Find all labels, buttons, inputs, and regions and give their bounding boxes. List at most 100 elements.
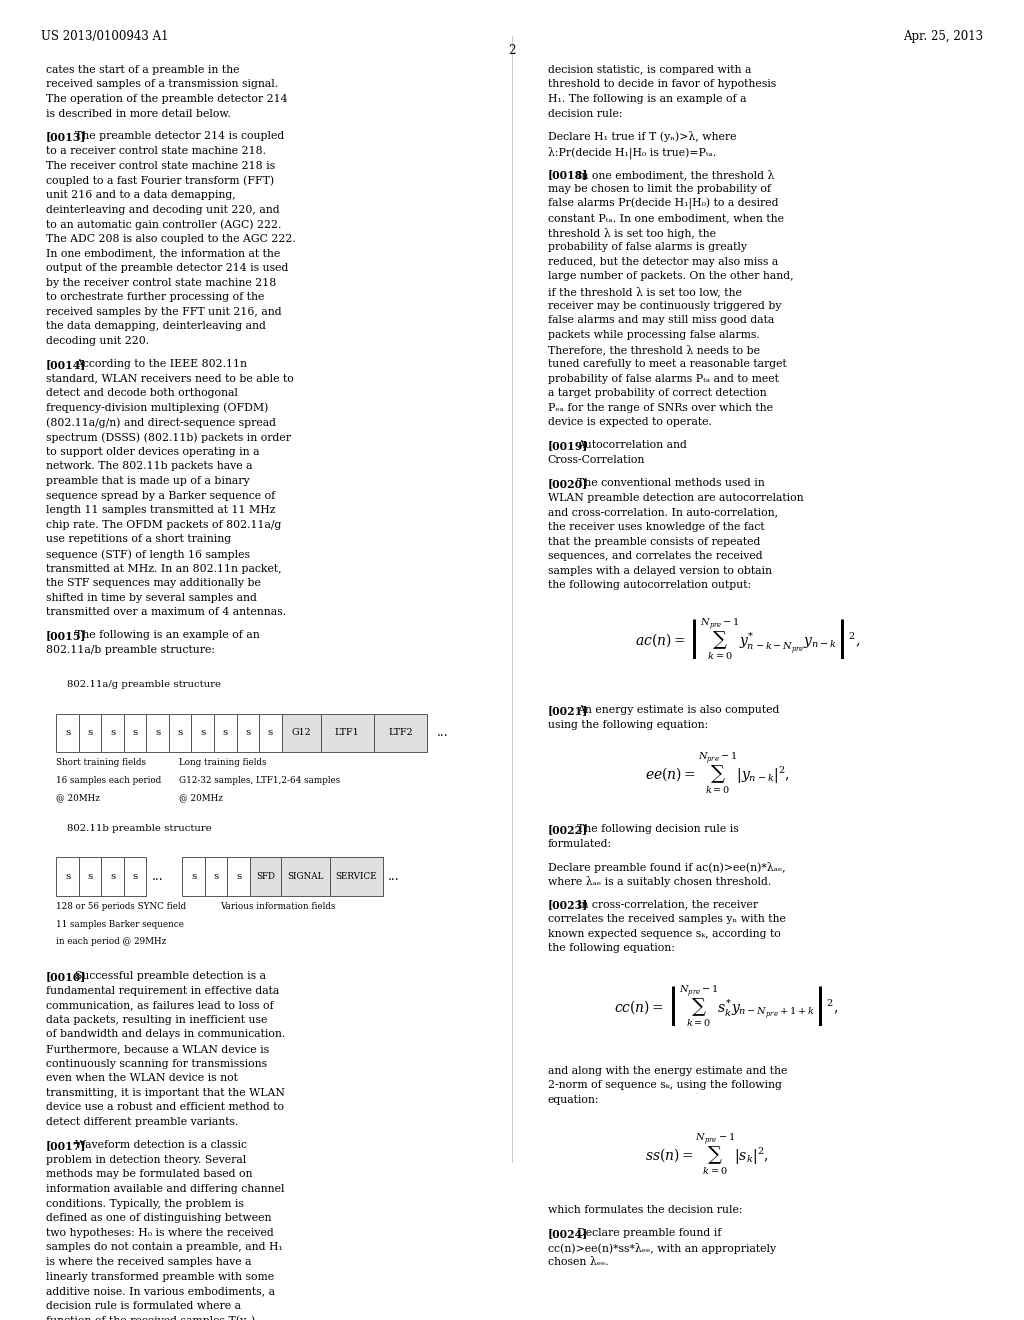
Text: samples do not contain a preamble, and H₁: samples do not contain a preamble, and H…	[46, 1242, 283, 1253]
Text: equation:: equation:	[548, 1094, 599, 1105]
Text: network. The 802.11b packets have a: network. The 802.11b packets have a	[46, 461, 253, 471]
Text: G12-32 samples, LTF1,2-64 samples: G12-32 samples, LTF1,2-64 samples	[179, 776, 340, 785]
Text: The receiver control state machine 218 is: The receiver control state machine 218 i…	[46, 161, 275, 170]
FancyBboxPatch shape	[214, 714, 237, 752]
Text: additive noise. In various embodiments, a: additive noise. In various embodiments, …	[46, 1286, 275, 1296]
Text: 2-norm of sequence sₖ, using the following: 2-norm of sequence sₖ, using the followi…	[548, 1080, 781, 1090]
Text: cates the start of a preamble in the: cates the start of a preamble in the	[46, 65, 240, 75]
FancyBboxPatch shape	[182, 857, 205, 895]
Text: threshold to decide in favor of hypothesis: threshold to decide in favor of hypothes…	[548, 79, 776, 90]
Text: s: s	[132, 873, 138, 880]
Text: that the preamble consists of repeated: that the preamble consists of repeated	[548, 536, 760, 546]
Text: @ 20MHz: @ 20MHz	[179, 793, 223, 803]
Text: sequence spread by a Barker sequence of: sequence spread by a Barker sequence of	[46, 491, 275, 500]
Text: frequency-division multiplexing (OFDM): frequency-division multiplexing (OFDM)	[46, 403, 268, 413]
Text: LTF1: LTF1	[335, 729, 359, 737]
Text: preamble that is made up of a binary: preamble that is made up of a binary	[46, 477, 250, 486]
Text: using the following equation:: using the following equation:	[548, 719, 708, 730]
Text: may be chosen to limit the probability of: may be chosen to limit the probability o…	[548, 183, 771, 194]
Text: In one embodiment, the threshold λ: In one embodiment, the threshold λ	[577, 169, 774, 180]
Text: spectrum (DSSS) (802.11b) packets in order: spectrum (DSSS) (802.11b) packets in ord…	[46, 432, 291, 442]
Text: In one embodiment, the information at the: In one embodiment, the information at th…	[46, 248, 281, 259]
Text: transmitted over a maximum of 4 antennas.: transmitted over a maximum of 4 antennas…	[46, 607, 286, 618]
Text: probability of false alarms Pₜₐ and to meet: probability of false alarms Pₜₐ and to m…	[548, 374, 778, 384]
Text: 802.11b preamble structure: 802.11b preamble structure	[67, 824, 211, 833]
Text: ...: ...	[388, 870, 399, 883]
Text: Successful preamble detection is a: Successful preamble detection is a	[75, 972, 266, 981]
FancyBboxPatch shape	[259, 714, 282, 752]
Text: packets while processing false alarms.: packets while processing false alarms.	[548, 330, 760, 339]
Text: and along with the energy estimate and the: and along with the energy estimate and t…	[548, 1065, 787, 1076]
Text: the STF sequences may additionally be: the STF sequences may additionally be	[46, 578, 261, 589]
Text: s: s	[190, 873, 197, 880]
FancyBboxPatch shape	[237, 714, 259, 752]
Text: [0014]: [0014]	[46, 359, 86, 370]
Text: The following is an example of an: The following is an example of an	[75, 631, 260, 640]
Text: to a receiver control state machine 218.: to a receiver control state machine 218.	[46, 147, 266, 156]
Text: $ee(n) = \sum_{k=0}^{N_{pre}-1} |y_{n-k}|^2,$: $ee(n) = \sum_{k=0}^{N_{pre}-1} |y_{n-k}…	[645, 750, 790, 796]
FancyBboxPatch shape	[281, 857, 330, 895]
Text: methods may be formulated based on: methods may be formulated based on	[46, 1170, 253, 1179]
Text: even when the WLAN device is not: even when the WLAN device is not	[46, 1073, 238, 1084]
Text: the following equation:: the following equation:	[548, 944, 675, 953]
Text: US 2013/0100943 A1: US 2013/0100943 A1	[41, 30, 169, 44]
Text: output of the preamble detector 214 is used: output of the preamble detector 214 is u…	[46, 263, 289, 273]
Text: transmitted at MHz. In an 802.11n packet,: transmitted at MHz. In an 802.11n packet…	[46, 564, 282, 574]
FancyBboxPatch shape	[374, 714, 427, 752]
Text: s: s	[132, 729, 138, 737]
Text: conditions. Typically, the problem is: conditions. Typically, the problem is	[46, 1199, 244, 1209]
Text: [0023]: [0023]	[548, 899, 588, 911]
Text: [0019]: [0019]	[548, 441, 588, 451]
Text: [0020]: [0020]	[548, 478, 588, 490]
Text: The ADC 208 is also coupled to the AGC 222.: The ADC 208 is also coupled to the AGC 2…	[46, 234, 296, 244]
Text: [0022]: [0022]	[548, 824, 588, 836]
Text: 802.11a/g preamble structure: 802.11a/g preamble structure	[67, 680, 220, 689]
Text: problem in detection theory. Several: problem in detection theory. Several	[46, 1155, 247, 1164]
Text: coupled to a fast Fourier transform (FFT): coupled to a fast Fourier transform (FFT…	[46, 176, 274, 186]
Text: correlates the received samples yₙ with the: correlates the received samples yₙ with …	[548, 913, 785, 924]
Text: Short training fields: Short training fields	[56, 758, 146, 767]
Text: s: s	[222, 729, 228, 737]
Text: 802.11a/b preamble structure:: 802.11a/b preamble structure:	[46, 645, 215, 655]
Text: received samples of a transmission signal.: received samples of a transmission signa…	[46, 79, 279, 90]
Text: [0013]: [0013]	[46, 132, 87, 143]
Text: s: s	[87, 873, 93, 880]
Text: standard, WLAN receivers need to be able to: standard, WLAN receivers need to be able…	[46, 374, 294, 384]
Text: @ 20MHz: @ 20MHz	[56, 793, 100, 803]
Text: detect different preamble variants.: detect different preamble variants.	[46, 1117, 239, 1127]
Text: Cross-Correlation: Cross-Correlation	[548, 455, 645, 465]
Text: and cross-correlation. In auto-correlation,: and cross-correlation. In auto-correlati…	[548, 507, 778, 517]
Text: s: s	[177, 729, 183, 737]
Text: decision rule:: decision rule:	[548, 108, 623, 119]
Text: Therefore, the threshold λ needs to be: Therefore, the threshold λ needs to be	[548, 345, 760, 355]
Text: large number of packets. On the other hand,: large number of packets. On the other ha…	[548, 272, 794, 281]
Text: s: s	[267, 729, 273, 737]
FancyBboxPatch shape	[250, 857, 281, 895]
Text: [0016]: [0016]	[46, 972, 86, 982]
Text: s: s	[110, 873, 116, 880]
Text: s: s	[236, 873, 242, 880]
Text: to support older devices operating in a: to support older devices operating in a	[46, 446, 259, 457]
Text: s: s	[245, 729, 251, 737]
Text: SIGNAL: SIGNAL	[287, 873, 324, 880]
FancyBboxPatch shape	[205, 857, 227, 895]
Text: s: s	[213, 873, 219, 880]
Text: deinterleaving and decoding unit 220, and: deinterleaving and decoding unit 220, an…	[46, 205, 280, 215]
FancyBboxPatch shape	[191, 714, 214, 752]
Text: which formulates the decision rule:: which formulates the decision rule:	[548, 1205, 742, 1216]
FancyBboxPatch shape	[56, 714, 79, 752]
Text: samples with a delayed version to obtain: samples with a delayed version to obtain	[548, 566, 772, 576]
FancyBboxPatch shape	[146, 714, 169, 752]
Text: data packets, resulting in inefficient use: data packets, resulting in inefficient u…	[46, 1015, 267, 1024]
Text: chip rate. The OFDM packets of 802.11a/g: chip rate. The OFDM packets of 802.11a/g	[46, 520, 282, 529]
Text: false alarms Pr(decide H₁|H₀) to a desired: false alarms Pr(decide H₁|H₀) to a desir…	[548, 198, 778, 210]
Text: Waveform detection is a classic: Waveform detection is a classic	[75, 1140, 247, 1150]
Text: Furthermore, because a WLAN device is: Furthermore, because a WLAN device is	[46, 1044, 269, 1055]
FancyBboxPatch shape	[101, 857, 124, 895]
Text: [0018]: [0018]	[548, 169, 588, 180]
Text: to an automatic gain controller (AGC) 222.: to an automatic gain controller (AGC) 22…	[46, 219, 282, 230]
Text: WLAN preamble detection are autocorrelation: WLAN preamble detection are autocorrelat…	[548, 492, 804, 503]
Text: Declare preamble found if ac(n)>ee(n)*λₐₑ,: Declare preamble found if ac(n)>ee(n)*λₐ…	[548, 862, 785, 873]
Text: 128 or 56 periods SYNC field: 128 or 56 periods SYNC field	[56, 902, 186, 911]
Text: where λₐₑ is a suitably chosen threshold.: where λₐₑ is a suitably chosen threshold…	[548, 876, 771, 887]
